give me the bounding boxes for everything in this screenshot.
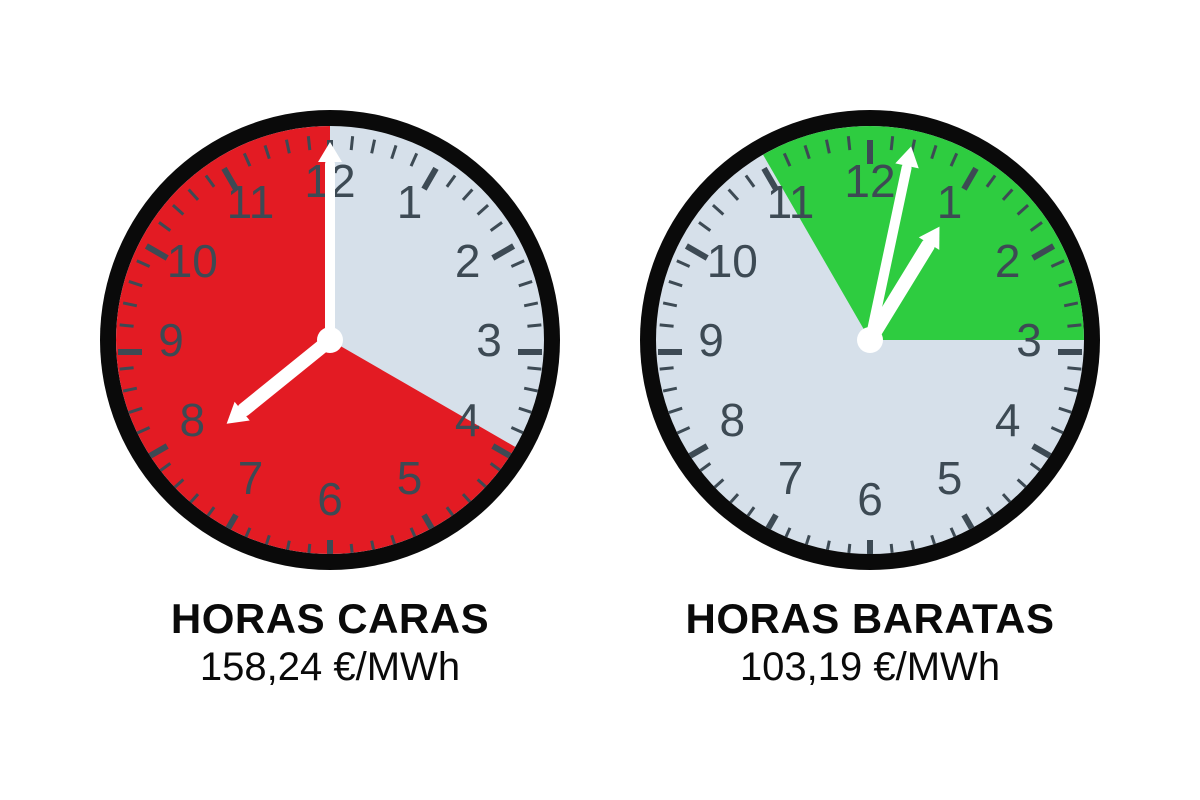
expensive-price: 158,24 €/MWh xyxy=(200,645,460,690)
expensive-clock: 121234567891011 xyxy=(100,110,560,570)
clock-hands xyxy=(116,126,544,554)
cheap-clock: 121234567891011 xyxy=(640,110,1100,570)
clock-hands xyxy=(656,126,1084,554)
clock-face: 121234567891011 xyxy=(656,126,1084,554)
cheap-title: HORAS BARATAS xyxy=(686,595,1055,643)
cheap-hours-panel: 121234567891011 HORAS BARATAS 103,19 €/M… xyxy=(640,110,1100,690)
clock-face: 121234567891011 xyxy=(116,126,544,554)
cheap-price: 103,19 €/MWh xyxy=(740,645,1000,690)
expensive-title: HORAS CARAS xyxy=(171,595,489,643)
expensive-hours-panel: 121234567891011 HORAS CARAS 158,24 €/MWh xyxy=(100,110,560,690)
